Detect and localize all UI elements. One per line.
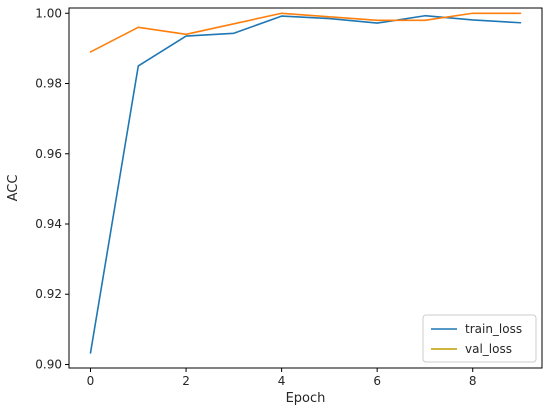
x-tick-label: 0 xyxy=(87,374,95,388)
y-tick-label: 0.92 xyxy=(35,287,62,301)
y-tick-label: 0.94 xyxy=(35,217,62,231)
y-tick-label: 0.98 xyxy=(35,77,62,91)
y-tick-label: 1.00 xyxy=(35,6,62,20)
legend-label: val_loss xyxy=(465,342,512,356)
y-tick-label: 0.90 xyxy=(35,357,62,371)
x-tick-label: 6 xyxy=(373,374,381,388)
x-axis-label: Epoch xyxy=(286,391,326,406)
legend: train_loss val_loss xyxy=(423,315,536,362)
x-tick-label: 8 xyxy=(469,374,477,388)
x-tick-label: 4 xyxy=(278,374,286,388)
legend-label: train_loss xyxy=(465,322,522,336)
y-tick-label: 0.96 xyxy=(35,147,62,161)
x-tick-label: 2 xyxy=(182,374,190,388)
y-axis-label: ACC xyxy=(6,175,21,202)
